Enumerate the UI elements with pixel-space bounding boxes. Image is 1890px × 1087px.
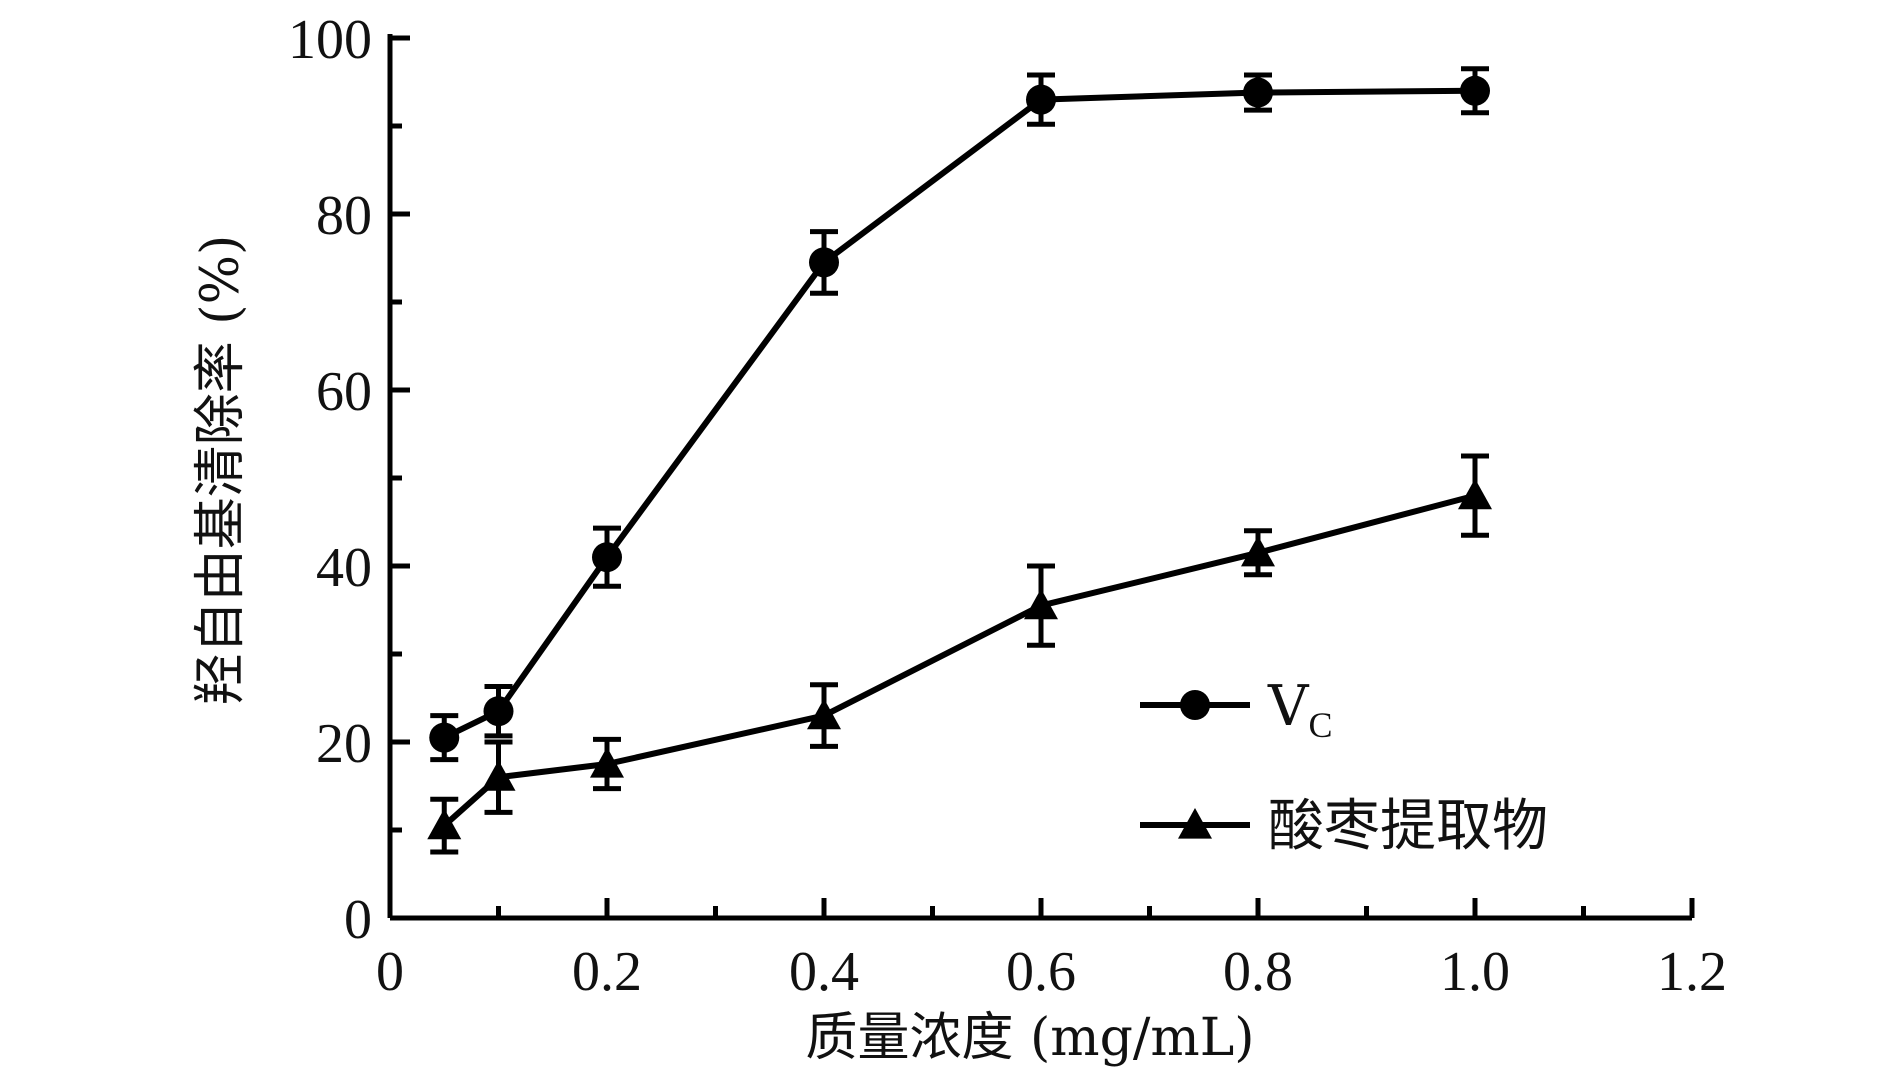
legend-marker [1178, 808, 1212, 839]
data-point [807, 698, 841, 730]
data-point [590, 747, 624, 778]
series-2 [427, 453, 1492, 855]
y-tick-label: 0 [344, 889, 372, 951]
axes: 0 0.2 0.4 0.6 0.8 1.0 1.2 0 20 40 60 80 100 [288, 9, 1727, 1003]
series-line [442, 87, 1476, 741]
y-tick-label: 60 [316, 361, 372, 423]
x-tick-label: 0.6 [1006, 941, 1076, 1003]
data-point [1458, 478, 1492, 510]
data-point [429, 722, 460, 753]
data-point [1241, 535, 1275, 567]
data-point [481, 760, 516, 791]
x-tick-label: 0.4 [789, 941, 859, 1003]
data-point [1024, 588, 1058, 620]
y-tick-label: 40 [316, 537, 372, 599]
y-tick-label: 100 [288, 9, 372, 71]
legend-label-subscript: C [1308, 705, 1332, 745]
data-point [1026, 84, 1056, 115]
series-layer [427, 66, 1492, 855]
x-tick-label: 0.2 [572, 941, 642, 1003]
legend-item: 酸枣提取物 [1140, 794, 1548, 859]
x-tick-label: 0 [376, 941, 404, 1003]
legend-marker [1180, 690, 1210, 720]
x-tick-label: 0.8 [1223, 941, 1293, 1003]
series-1 [429, 66, 1490, 763]
legend-label: 酸枣提取物 [1268, 794, 1548, 859]
data-point [592, 542, 622, 573]
y-tick-label: 80 [316, 185, 372, 247]
data-point [483, 696, 514, 727]
y-axis-title: 羟自由基清除率 (%) [191, 235, 251, 706]
legend-label: VC [1267, 674, 1332, 745]
data-point [1243, 77, 1273, 108]
x-tick-label: 1.2 [1657, 941, 1727, 1003]
x-tick-label: 1.0 [1440, 941, 1510, 1003]
data-point [809, 247, 839, 278]
data-point [427, 808, 462, 840]
data-point [1460, 75, 1490, 106]
legend: VC 酸枣提取物 [1140, 674, 1548, 859]
x-axis-title: 质量浓度 (mg/mL) [805, 1008, 1254, 1068]
y-tick-label: 20 [316, 713, 372, 775]
legend-item: VC [1140, 674, 1332, 745]
